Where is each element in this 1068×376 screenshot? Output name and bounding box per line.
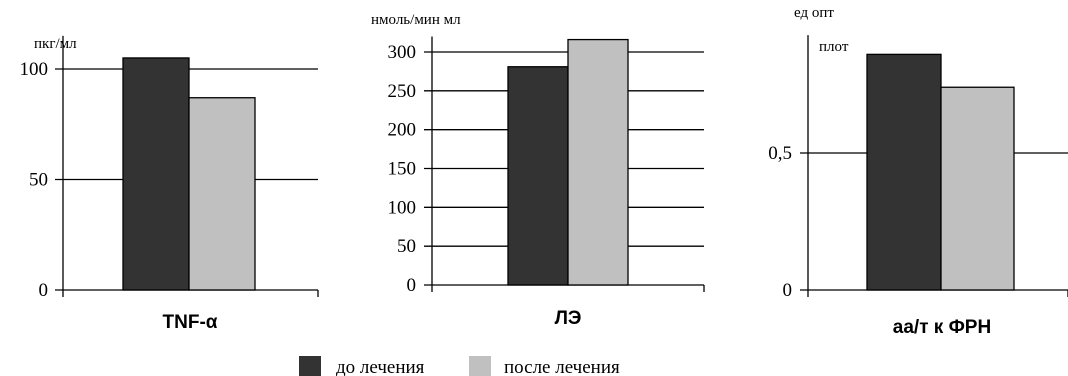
y-axis-unit-label: ед опт — [794, 5, 834, 21]
chart-panel-1: 0 50 100 пкг/мл TNF-α — [20, 35, 319, 333]
y-tick-label: 100 — [388, 197, 417, 218]
legend-label-before: до лечения — [336, 357, 425, 376]
y-tick-label: 0 — [407, 275, 417, 296]
bar-before-treatment — [866, 53, 942, 291]
y-axis-unit-label: нмоль/мин мл — [371, 12, 461, 28]
bar-before-treatment — [122, 57, 190, 291]
y-tick-label: 0,5 — [768, 143, 792, 164]
legend-swatch-before — [299, 356, 321, 376]
legend-swatch-after — [469, 356, 491, 376]
legend: до лечения после лечения — [299, 356, 620, 376]
chart-panel-2: 0 50 100 150 200 250 300 нмоль/мин мл ЛЭ — [371, 12, 705, 329]
y-tick-label: 150 — [388, 159, 417, 180]
y-tick-label: 50 — [397, 236, 416, 257]
legend-label-after: после лечения — [504, 357, 620, 376]
y-tick-label: 0 — [39, 280, 49, 301]
y-tick-label: 200 — [388, 120, 417, 141]
y-tick-label: 50 — [29, 170, 48, 191]
chart-title: ЛЭ — [555, 308, 582, 329]
y-axis-unit-label: пкг/мл — [34, 36, 77, 52]
chart-title: аа/т к ФРН — [893, 317, 991, 338]
y-tick-label: 300 — [388, 42, 417, 63]
chart-title: TNF-α — [163, 312, 218, 333]
bar-after-treatment — [940, 86, 1015, 291]
y-tick-label: 0 — [783, 280, 793, 301]
bar-after-treatment — [567, 38, 629, 286]
chart-panels: 0 50 100 пкг/мл TNF-α 0 50 100 150 200 250 300 нмоль… — [20, 5, 1068, 338]
bar-before-treatment — [507, 66, 569, 286]
chart-panel-3: 0 0,5 ед опт плот аа/т к ФРН — [768, 5, 1068, 338]
bar-after-treatment — [188, 97, 256, 291]
y-tick-label: 100 — [20, 59, 49, 80]
y-tick-label: 250 — [388, 81, 417, 102]
y-axis-unit-label-2: плот — [819, 39, 849, 55]
